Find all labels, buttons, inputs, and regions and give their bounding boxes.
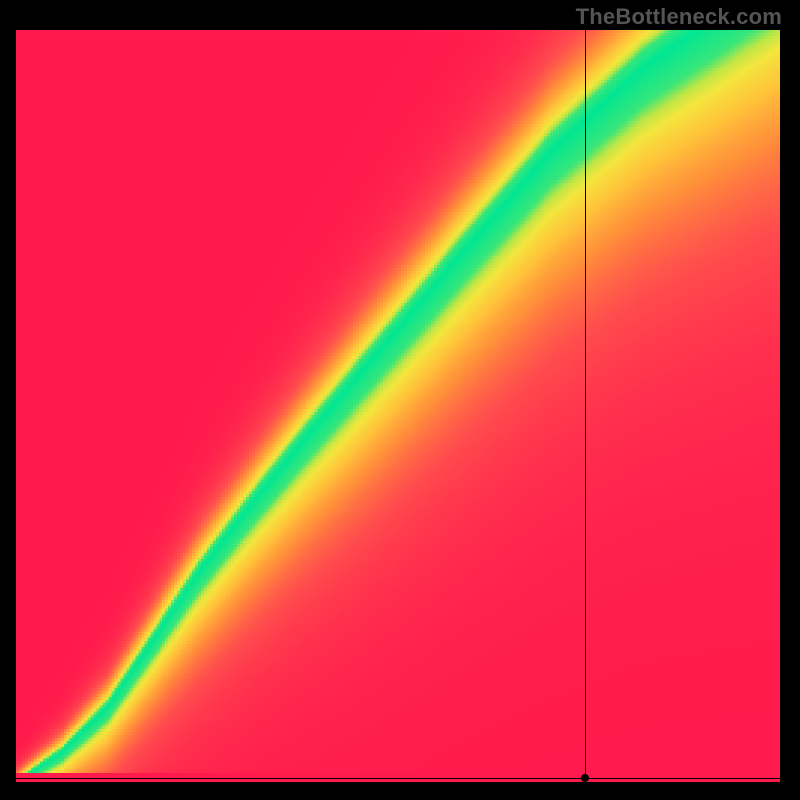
- bottleneck-heatmap: [16, 30, 780, 782]
- crosshair-horizontal-line: [16, 778, 780, 779]
- crosshair-marker-dot: [581, 774, 589, 782]
- crosshair-vertical-line: [585, 30, 586, 782]
- watermark-text: TheBottleneck.com: [576, 4, 782, 30]
